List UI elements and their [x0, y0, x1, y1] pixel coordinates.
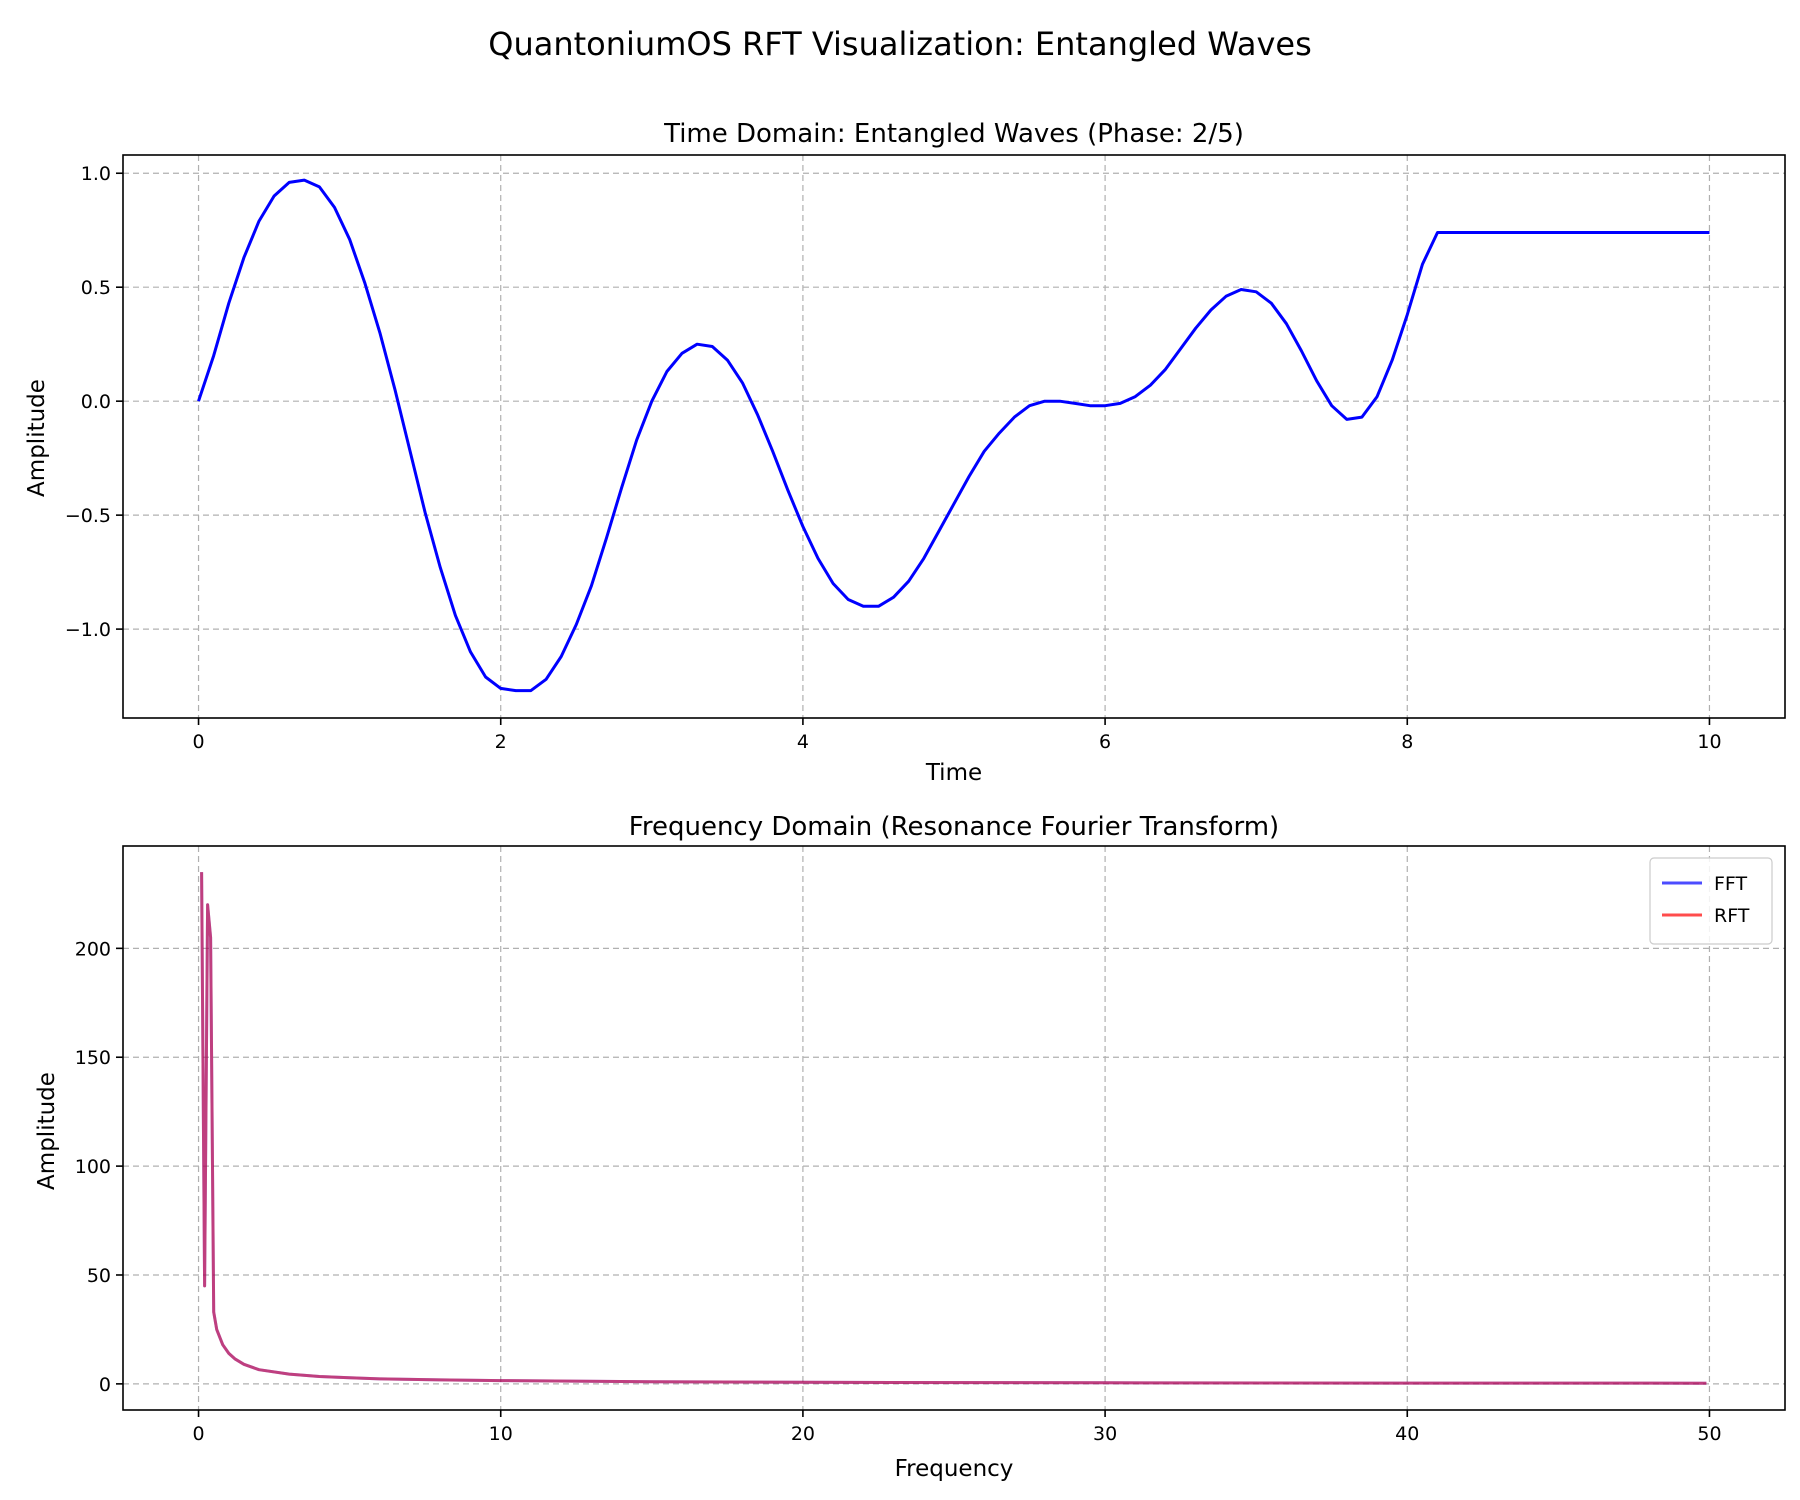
frequency-domain-y-tick-label: 100 — [75, 1156, 111, 1178]
time-domain-ylabel: Amplitude — [24, 379, 50, 497]
frequency-domain-y-tick-label: 50 — [87, 1265, 111, 1287]
time-domain-plot: Time Domain: Entangled Waves (Phase: 2/5… — [24, 119, 1786, 786]
frequency-domain-x-tick-label: 0 — [192, 1423, 204, 1445]
series-line-rft — [200, 872, 1707, 1385]
frequency-domain-x-tick-label: 50 — [1697, 1423, 1721, 1445]
frequency-domain-x-tick-label: 10 — [489, 1423, 513, 1445]
frequency-domain-y-tick-label: 0 — [99, 1374, 111, 1396]
time-domain-xlabel: Time — [925, 760, 982, 786]
time-domain-x-tick-label: 8 — [1401, 731, 1413, 753]
time-domain-title: Time Domain: Entangled Waves (Phase: 2/5… — [663, 119, 1244, 149]
frequency-domain-xlabel: Frequency — [895, 1456, 1014, 1482]
time-domain-axes-frame — [122, 154, 1786, 719]
time-domain-x-tick-label: 4 — [797, 731, 809, 753]
frequency-domain-y-tick-label: 150 — [75, 1047, 111, 1069]
time-domain-y-tick-label: 1.0 — [81, 163, 111, 185]
time-series-line — [197, 178, 1710, 693]
frequency-domain-plot: Frequency Domain (Resonance Fourier Tran… — [34, 812, 1786, 1482]
time-domain-x-tick-label: 0 — [192, 731, 204, 753]
legend-label-fft: FFT — [1714, 873, 1748, 895]
time-domain-y-tick-label: −0.5 — [65, 505, 111, 527]
time-domain-y-tick-label: −1.0 — [65, 619, 111, 641]
frequency-domain-x-tick-label: 30 — [1093, 1423, 1117, 1445]
frequency-domain-x-tick-label: 20 — [791, 1423, 815, 1445]
time-domain-y-tick-label: 0.0 — [81, 391, 111, 413]
figure-title: QuantoniumOS RFT Visualization: Entangle… — [488, 25, 1311, 63]
time-domain-x-tick-label: 6 — [1099, 731, 1111, 753]
frequency-domain-title: Frequency Domain (Resonance Fourier Tran… — [629, 812, 1279, 842]
legend-label-rft: RFT — [1714, 905, 1750, 927]
frequency-domain-x-tick-label: 40 — [1395, 1423, 1419, 1445]
time-domain-y-tick-label: 0.5 — [81, 277, 111, 299]
frequency-domain-axes-frame — [122, 845, 1786, 1411]
frequency-domain-y-tick-label: 200 — [75, 938, 111, 960]
time-domain-x-tick-label: 10 — [1697, 731, 1721, 753]
legend-box — [1649, 857, 1773, 945]
frequency-domain-ylabel: Amplitude — [34, 1072, 60, 1190]
time-domain-x-tick-label: 2 — [495, 731, 507, 753]
